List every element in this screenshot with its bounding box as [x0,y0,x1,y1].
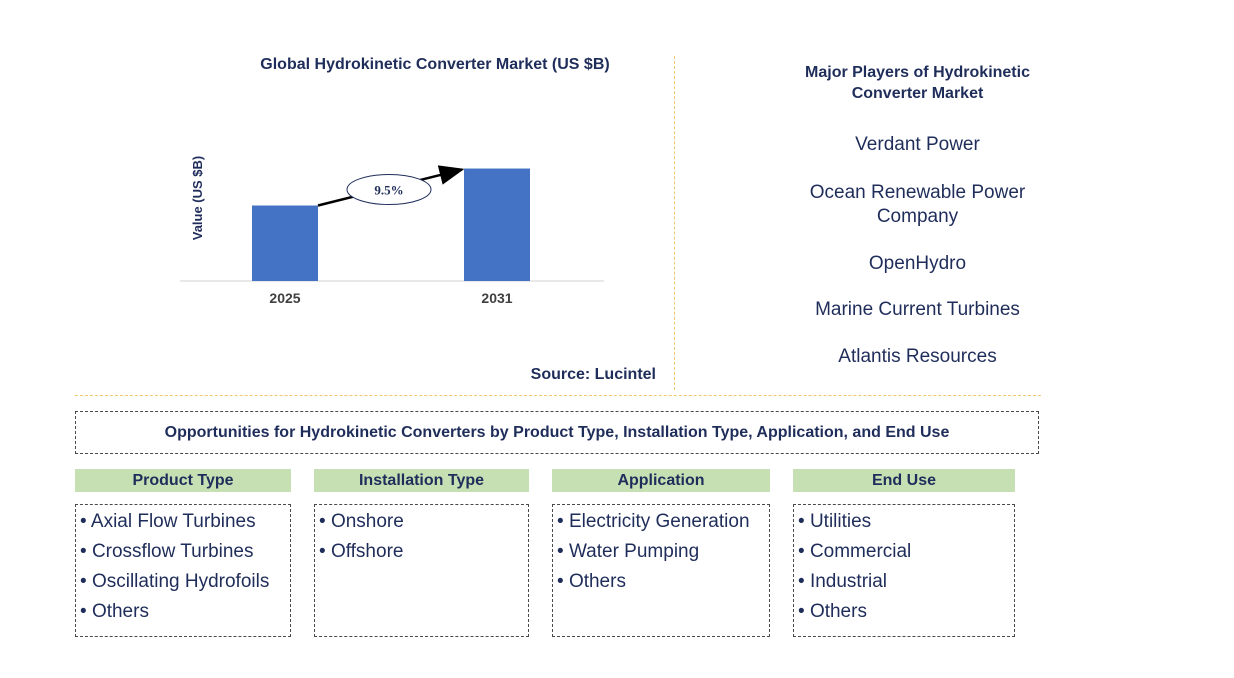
x-tick-label: 2025 [269,290,300,306]
opportunities-title-text: Opportunities for Hydrokinetic Converter… [164,423,950,441]
x-tick-label: 2031 [481,290,512,306]
segment-header-product-type: Product Type [75,469,291,492]
segment-list-installation-type: • Onshore • Offshore [314,504,529,637]
player-item: Verdant Power [855,134,980,155]
source-label: Source: Lucintel [530,366,656,383]
player-item: Ocean Renewable Power Company [809,182,1026,227]
segment-header-end-use: End Use [793,469,1015,492]
horizontal-divider [75,395,1041,396]
bar-2025 [252,205,318,281]
list-item: • Crossflow Turbines [80,541,254,562]
list-item: • Commercial [798,541,912,562]
list-item: • Electricity Generation [557,511,750,532]
bar-2031 [464,168,530,281]
y-axis-label: Value (US $B) [190,156,205,241]
list-item: • Water Pumping [557,541,700,562]
cagr-label: 9.5% [374,183,403,198]
list-item: • Axial Flow Turbines [80,511,256,532]
list-item: • Others [80,601,149,622]
vertical-divider [674,56,675,390]
players-title: Major Players of Hydrokinetic Converter … [805,64,1030,102]
segment-list-application: • Electricity Generation • Water Pumping… [552,504,770,637]
player-item: OpenHydro [868,253,967,274]
segment-list-product-type: • Axial Flow Turbines • Crossflow Turbin… [75,504,291,637]
list-item: • Utilities [798,511,872,532]
cagr-ellipse [346,174,432,206]
player-item: Marine Current Turbines [815,299,1020,320]
list-item: • Others [798,601,867,622]
segment-header-installation-type: Installation Type [314,469,529,492]
chart-title: Global Hydrokinetic Converter Market (US… [260,56,610,73]
bar-chart: Value (US $B) 2025 2031 9.5% [180,156,604,306]
list-item: • Offshore [319,541,404,562]
list-item: • Onshore [319,511,404,532]
player-item: Atlantis Resources [838,346,997,367]
list-item: • Industrial [798,571,888,592]
opportunities-title: Opportunities for Hydrokinetic Converter… [75,411,1039,454]
list-item: • Oscillating Hydrofoils [80,571,270,592]
segment-list-end-use: • Utilities • Commercial • Industrial • … [793,504,1015,637]
list-item: • Others [557,571,626,592]
segment-header-application: Application [552,469,770,492]
